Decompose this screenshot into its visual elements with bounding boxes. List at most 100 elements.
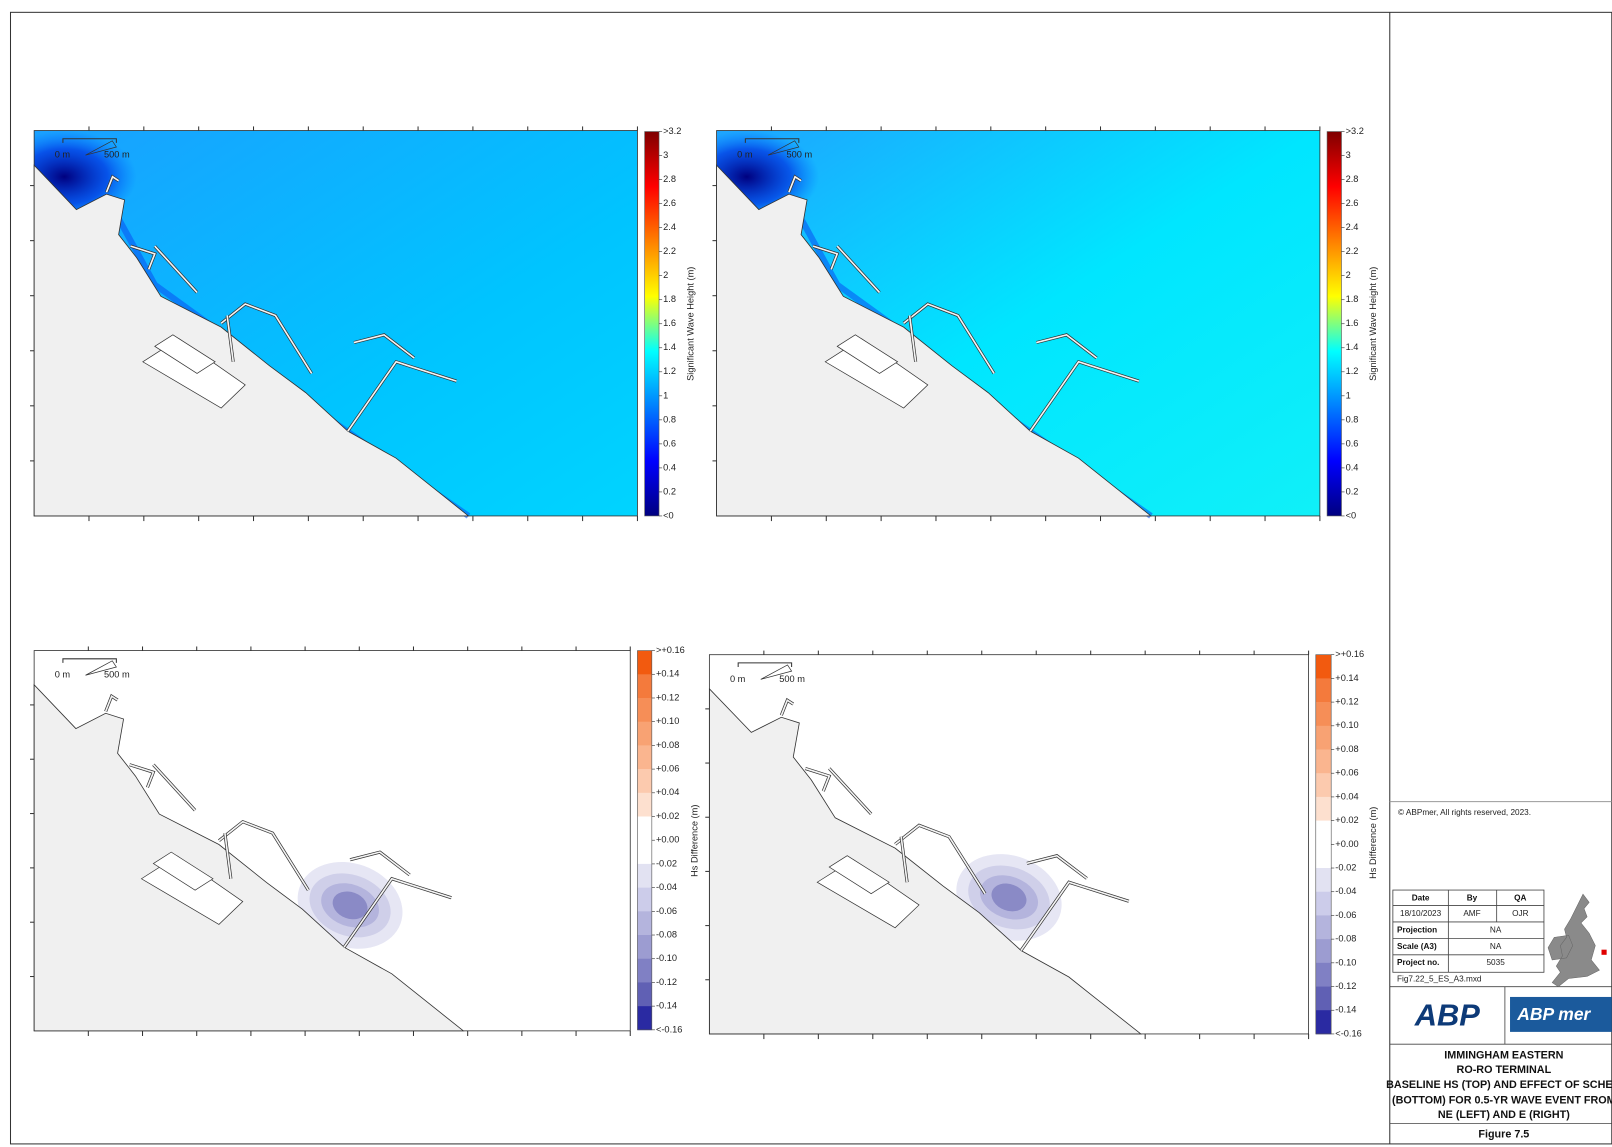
jetty [349, 851, 411, 876]
title-line: BASELINE HS (TOP) AND EFFECT OF SCHEM [1386, 1079, 1612, 1091]
jetty [908, 315, 917, 362]
map-frame [33, 650, 631, 1032]
colorbar-label: +0.10 [656, 716, 679, 726]
colorbar-label: -0.10 [656, 953, 677, 963]
jetty [343, 877, 452, 948]
colorbar-label: +0.12 [656, 692, 679, 702]
colorbar-label: 0.4 [1346, 462, 1359, 472]
colorbar-label: 0.8 [1346, 414, 1359, 424]
colorbar-label: -0.02 [1335, 862, 1356, 872]
jetty [805, 767, 831, 792]
north-arrow [85, 660, 117, 676]
colorbar-label: 2.4 [663, 222, 676, 232]
jetty [220, 303, 313, 374]
jetty [1036, 333, 1098, 359]
colorbar-label: 1 [1346, 390, 1351, 400]
scale-label: 500 m [104, 150, 130, 160]
colorbar-label: >3.2 [1346, 126, 1364, 136]
table-cell: Projection [1397, 925, 1437, 934]
colorbar-label: +0.14 [1335, 673, 1358, 683]
colorbar-label: -0.02 [656, 858, 677, 868]
colorbar-label: -0.12 [656, 977, 677, 987]
difference-contour [991, 883, 1027, 912]
logo: ABP [1414, 998, 1481, 1033]
colorbar-label: 0.6 [663, 438, 676, 448]
colorbar-label: -0.04 [656, 882, 677, 892]
table-cell: AMF [1463, 909, 1480, 918]
table-header: Date [1412, 893, 1430, 902]
map-frame [716, 130, 1321, 517]
colorbar-label: 1.8 [1346, 294, 1359, 304]
colorbar-label: +0.00 [656, 835, 679, 845]
colorbar-label: 1.6 [663, 318, 676, 328]
scale-bar [737, 662, 793, 668]
jetty [836, 245, 881, 293]
table-header: By [1467, 893, 1478, 902]
colorbar-swatch [637, 816, 652, 841]
jetty [1026, 854, 1088, 880]
colorbar-label: 1.2 [1346, 366, 1359, 376]
site-marker [1601, 949, 1607, 955]
colorbar-title: Significant Wave Height (m) [1368, 267, 1378, 381]
colorbar-label: +0.04 [1335, 791, 1358, 801]
table-frame [1392, 889, 1545, 973]
colorbar-label: +0.10 [1335, 720, 1358, 730]
jetty [130, 245, 156, 270]
colorbar-swatch [637, 769, 652, 794]
colorbar-swatch [637, 935, 652, 960]
colorbar-swatch [1315, 1010, 1332, 1035]
jetty [1029, 360, 1140, 432]
map-frame [708, 654, 1309, 1035]
jetty [154, 245, 198, 293]
scale-label: 0 m [55, 670, 71, 680]
colorbar-label: >+0.16 [656, 645, 685, 655]
colorbar-swatch [637, 674, 652, 699]
jetty [353, 333, 415, 359]
map-panel: 0 m 500 m >3.2 3 2.8 2.6 2.4 2.2 2 1.8 1.6 1.4 1.2 1 0… [30, 126, 695, 522]
table-cell: 5035 [1486, 958, 1505, 967]
table-cell: Project no. [1397, 958, 1439, 967]
table-cell: Scale (A3) [1397, 942, 1437, 951]
colorbar-swatch [637, 745, 652, 770]
jetty [347, 360, 457, 432]
scale-label: 500 m [104, 670, 130, 680]
colorbar-label: -0.08 [1335, 934, 1356, 944]
colorbar-label: +0.08 [1335, 744, 1358, 754]
colorbar-label: 2.2 [663, 246, 676, 256]
colorbar-label: 3 [663, 150, 668, 160]
colorbar-label: 2.2 [1346, 246, 1359, 256]
colorbar-label: +0.06 [1335, 768, 1358, 778]
colorbar-label: 1.4 [1346, 342, 1359, 352]
colorbar-swatch [1315, 986, 1332, 1011]
colorbar [1327, 131, 1342, 516]
dock [154, 334, 216, 374]
colorbar-label: -0.06 [1335, 910, 1356, 920]
colorbar-swatch [637, 840, 652, 865]
colorbar-label: 2.6 [663, 198, 676, 208]
jetty [226, 315, 235, 362]
colorbar-label: 2.8 [1346, 174, 1359, 184]
jetty [780, 698, 794, 716]
colorbar-swatch [1315, 796, 1332, 821]
map-panel: 0 m 500 m >+0.16 +0.14 +0.12 +0.10 +0.08 +0.06 +… [30, 645, 699, 1036]
table-cell: NA [1490, 942, 1502, 951]
land [33, 683, 465, 1032]
colorbar-label: -0.14 [1335, 1005, 1356, 1015]
colorbar-swatch [1315, 749, 1332, 774]
colorbar-swatch [637, 958, 652, 983]
colorbar-label: 0.2 [663, 486, 676, 496]
colorbar-swatch [1315, 915, 1332, 940]
colorbar-label: 1 [663, 390, 668, 400]
colorbar-swatch [637, 721, 652, 746]
title-line: NE (LEFT) AND E (RIGHT) [1438, 1109, 1570, 1121]
colorbar-swatch [637, 863, 652, 888]
colorbar-swatch [1315, 939, 1332, 964]
colorbar-swatch [1315, 820, 1332, 845]
colorbar-label: <0 [663, 510, 674, 520]
colorbar-label: 1.4 [663, 342, 676, 352]
colorbar-swatch [1315, 773, 1332, 798]
scale-bar [62, 138, 117, 143]
colorbar-label: -0.06 [656, 906, 677, 916]
land [708, 687, 1143, 1035]
